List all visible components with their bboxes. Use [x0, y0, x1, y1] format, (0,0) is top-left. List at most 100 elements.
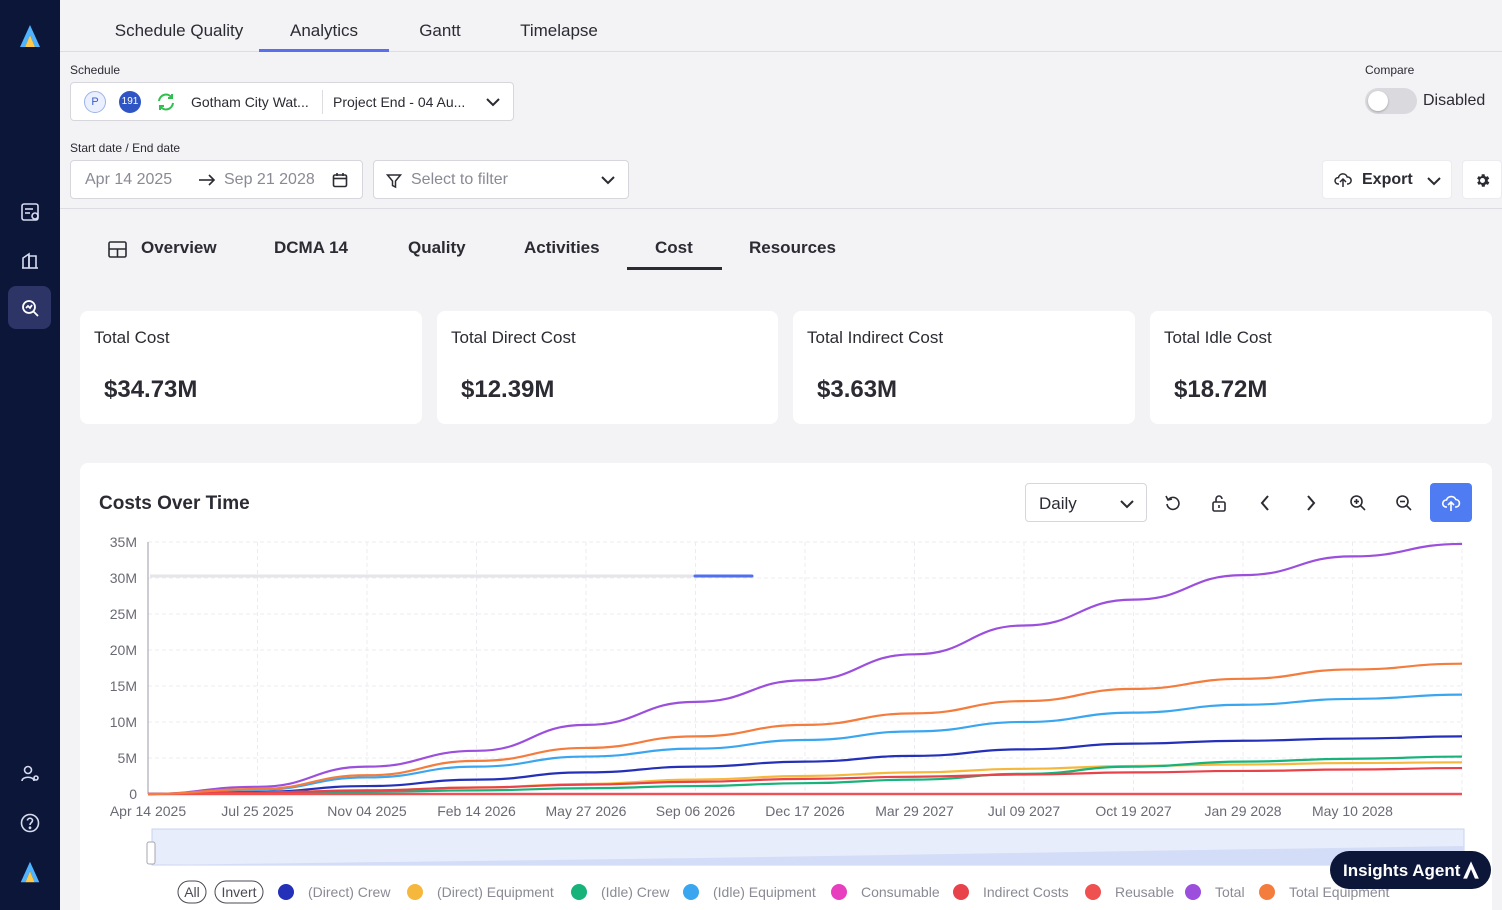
x-tick-label: Sep 06 2026: [656, 803, 736, 819]
export-label: Export: [1362, 171, 1413, 188]
legend-dot: [683, 884, 699, 900]
series-line-idle-equipment: [147, 693, 1463, 796]
start-date-label: Start date: [70, 141, 123, 155]
subtab-cost[interactable]: Cost: [627, 238, 722, 270]
brand-mark-icon: [8, 850, 51, 893]
tab-schedule-quality[interactable]: Schedule Quality: [114, 21, 244, 40]
kpi-title: Total Direct Cost: [451, 328, 576, 347]
subtab-overview[interactable]: Overview: [141, 238, 217, 257]
zoom-in-icon: [1350, 495, 1366, 511]
x-tick-label: Apr 14 2025: [110, 803, 186, 819]
x-tick-label: May 10 2028: [1312, 803, 1393, 819]
cloud-upload-icon: [1334, 173, 1352, 187]
schedule-selector[interactable]: P 191 Gotham City Wat... Project End - 0…: [70, 82, 514, 121]
series-line-direct-crew: [147, 735, 1463, 796]
legend-dot: [571, 884, 587, 900]
settings-button[interactable]: [1462, 160, 1502, 199]
filter-select[interactable]: Select to filter: [373, 160, 629, 199]
kpi-value: $12.39M: [461, 376, 555, 403]
x-tick-label: Feb 14 2026: [437, 803, 516, 819]
help-icon[interactable]: [8, 801, 51, 844]
legend-dot: [278, 884, 294, 900]
series-line-idle-crew: [147, 755, 1463, 796]
project-badge: P: [84, 91, 106, 113]
subtab-activities[interactable]: Activities: [524, 238, 600, 257]
lock-button[interactable]: [1204, 488, 1234, 518]
user-settings-icon[interactable]: [8, 752, 51, 795]
y-tick-label: 30M: [110, 570, 137, 586]
kpi-title: Total Indirect Cost: [807, 328, 944, 347]
overview-icon: [108, 241, 127, 258]
date-range-picker[interactable]: Apr 14 2025 Sep 21 2028: [70, 160, 363, 199]
schedule-list-icon[interactable]: [8, 190, 51, 233]
buildings-icon[interactable]: [8, 238, 51, 281]
left-rail: [0, 0, 60, 910]
toggle-knob: [1368, 91, 1388, 111]
legend-invert-label: Invert: [221, 884, 256, 900]
interval-select[interactable]: Daily: [1025, 483, 1147, 522]
end-date-value[interactable]: Sep 21 2028: [224, 171, 315, 188]
gear-icon: [1477, 174, 1490, 187]
filter-placeholder: Select to filter: [411, 171, 508, 188]
pan-left-button[interactable]: [1250, 488, 1280, 518]
chevron-left-icon: [1260, 495, 1269, 511]
app-logo-icon[interactable]: [8, 14, 51, 57]
schedule-end-label: Project End - 04 Au...: [333, 94, 466, 110]
insights-agent-label: Insights Agent: [1343, 861, 1461, 880]
kpi-card-direct-cost: Total Direct Cost $12.39M: [437, 311, 778, 424]
cloud-upload-icon: [1441, 495, 1461, 511]
x-tick-label: Jul 09 2027: [988, 803, 1061, 819]
pan-right-button[interactable]: [1296, 488, 1326, 518]
zoom-out-icon: [1396, 495, 1412, 511]
zoom-out-button[interactable]: [1389, 488, 1419, 518]
kpi-title: Total Cost: [94, 328, 170, 347]
subtab-resources[interactable]: Resources: [749, 238, 836, 257]
download-chart-button[interactable]: [1430, 483, 1472, 522]
y-tick-label: 10M: [110, 714, 137, 730]
reset-zoom-button[interactable]: [1158, 488, 1188, 518]
schedule-name: Gotham City Wat...: [191, 94, 309, 110]
legend-item-label: Reusable: [1115, 884, 1174, 900]
subtab-dcma14[interactable]: DCMA 14: [274, 238, 348, 257]
schedule-count-badge: 191: [119, 91, 141, 113]
undo-icon: [1165, 495, 1180, 511]
tab-timelapse[interactable]: Timelapse: [520, 21, 598, 40]
insights-agent-button[interactable]: Insights Agent: [1330, 851, 1491, 889]
series-line-total-equipment: [147, 662, 1463, 796]
x-tick-label: Jul 25 2025: [221, 803, 294, 819]
filter-icon: [386, 174, 402, 189]
legend-dot: [953, 884, 969, 900]
tab-gantt[interactable]: Gantt: [419, 21, 461, 40]
unlock-icon: [1212, 495, 1226, 512]
subtab-quality[interactable]: Quality: [408, 238, 466, 257]
sync-icon[interactable]: [155, 91, 177, 113]
navigator-left-handle: [146, 841, 156, 865]
kpi-value: $18.72M: [1174, 376, 1268, 403]
chevron-down-icon: [601, 176, 615, 185]
y-tick-label: 5M: [118, 750, 137, 766]
tab-analytics[interactable]: Analytics: [259, 0, 389, 52]
export-button[interactable]: Export: [1322, 160, 1452, 199]
chevron-down-icon: [1427, 177, 1441, 186]
kpi-title: Total Idle Cost: [1164, 328, 1272, 347]
y-tick-label: 35M: [110, 534, 137, 550]
chevron-down-icon: [486, 98, 500, 107]
start-date-value[interactable]: Apr 14 2025: [85, 171, 173, 188]
legend-dot: [407, 884, 423, 900]
insights-logo-icon: [1463, 861, 1479, 879]
legend-invert-button[interactable]: [214, 880, 264, 904]
compare-state: Disabled: [1423, 92, 1486, 109]
legend-dot: [1185, 884, 1201, 900]
schedule-label: Schedule: [70, 63, 121, 77]
end-date-label: End date: [132, 141, 181, 155]
zoom-in-button[interactable]: [1343, 488, 1373, 518]
legend-item-label: (Direct) Crew: [308, 884, 391, 900]
compare-toggle[interactable]: [1365, 88, 1417, 114]
x-tick-label: Dec 17 2026: [765, 803, 845, 819]
analytics-search-icon[interactable]: [8, 286, 51, 329]
y-tick-label: 15M: [110, 678, 137, 694]
x-tick-label: Jan 29 2028: [1204, 803, 1281, 819]
legend-all-button[interactable]: [177, 880, 207, 904]
y-tick-label: 25M: [110, 606, 137, 622]
calendar-icon[interactable]: [332, 172, 348, 188]
